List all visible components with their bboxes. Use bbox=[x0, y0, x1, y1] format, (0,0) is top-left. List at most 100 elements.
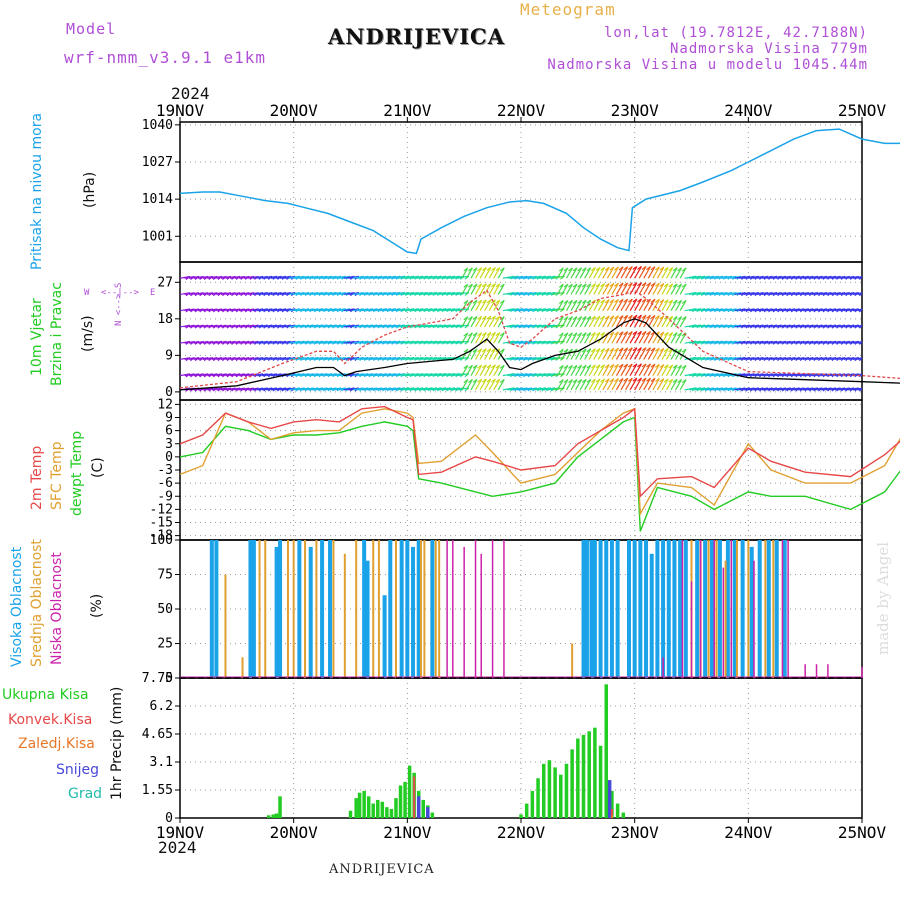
wind-barb bbox=[443, 373, 456, 377]
wind-barb bbox=[266, 292, 277, 296]
wind-barb-head bbox=[563, 283, 569, 288]
wind-barb-head bbox=[614, 378, 619, 383]
wind-barb-head bbox=[563, 348, 569, 353]
precip-total-bar bbox=[403, 781, 407, 818]
wind-barb-head bbox=[595, 266, 601, 271]
wind-barb bbox=[420, 291, 433, 296]
wind-barb-head bbox=[609, 331, 615, 336]
wind-barb bbox=[311, 340, 323, 344]
wind-barb bbox=[234, 357, 245, 361]
wind-barb bbox=[707, 373, 719, 377]
wind-barb bbox=[293, 324, 305, 328]
wind-barb bbox=[461, 267, 469, 279]
wind-barb bbox=[488, 364, 496, 376]
legend-snow: Snijeg bbox=[56, 762, 100, 778]
cloud-high-bar bbox=[320, 540, 325, 678]
wind-barb bbox=[425, 373, 437, 377]
wind-barb bbox=[665, 332, 674, 344]
wind-barb bbox=[602, 266, 610, 279]
wind-barb-head bbox=[572, 316, 578, 321]
wind-barb bbox=[470, 283, 478, 295]
wind-barb bbox=[393, 308, 405, 312]
wind-barb-head bbox=[646, 331, 651, 336]
cloud-high-bar bbox=[581, 540, 586, 678]
wind-barb bbox=[843, 387, 855, 391]
wind-barb bbox=[207, 324, 218, 328]
wind-barb bbox=[534, 324, 547, 328]
precip-conv-bar bbox=[413, 776, 416, 818]
wind-barb bbox=[225, 357, 236, 361]
wind-barb bbox=[225, 308, 236, 312]
wind-barb bbox=[839, 324, 850, 328]
wind-barb bbox=[398, 340, 410, 344]
wind-barb bbox=[716, 291, 728, 296]
wind-barb bbox=[270, 292, 282, 296]
wind-barb bbox=[606, 283, 615, 295]
wind-barb bbox=[289, 324, 300, 328]
wind-barb bbox=[638, 347, 647, 360]
wind-barb bbox=[357, 387, 369, 391]
pressure-series-line bbox=[179, 128, 900, 255]
wind-barb-head bbox=[586, 332, 592, 337]
cloud-mid-bar bbox=[707, 540, 710, 678]
wind-barb bbox=[180, 308, 191, 312]
wind-barb bbox=[434, 291, 447, 296]
wind-barb bbox=[757, 275, 769, 279]
wind-barb-head bbox=[663, 299, 669, 304]
wind-barb bbox=[597, 378, 606, 391]
wind-barb bbox=[316, 291, 328, 296]
y-tick-label: 0 bbox=[165, 450, 173, 465]
wind-barb bbox=[234, 324, 245, 328]
wind-barb bbox=[216, 373, 227, 377]
wind-barb bbox=[429, 356, 442, 361]
wind-barb bbox=[843, 356, 855, 361]
wind-barb bbox=[807, 387, 818, 391]
wind-barb bbox=[429, 373, 442, 377]
wind-barb-head bbox=[468, 267, 473, 272]
wind-barb-head bbox=[668, 378, 674, 383]
wind-barb bbox=[539, 373, 551, 377]
wind-barb-head bbox=[477, 283, 482, 288]
wind-barb bbox=[775, 308, 787, 312]
wind-barb bbox=[329, 291, 342, 296]
wind-barb bbox=[348, 340, 360, 344]
wind-barb bbox=[789, 340, 800, 344]
wind-barb bbox=[461, 283, 469, 295]
wind-barb bbox=[320, 308, 333, 312]
wind-barb bbox=[588, 315, 596, 328]
wind-barb bbox=[389, 275, 401, 279]
wind-barb bbox=[361, 387, 373, 391]
wind-barb bbox=[465, 316, 473, 328]
wind-barb bbox=[811, 308, 823, 312]
wind-barb bbox=[502, 373, 515, 377]
wind-barb-head bbox=[572, 299, 578, 304]
wind-barb bbox=[398, 387, 410, 391]
wind-barb bbox=[670, 332, 678, 344]
wind-barb-head bbox=[491, 266, 496, 271]
wind-barb-head bbox=[632, 330, 638, 335]
wind-barb bbox=[579, 267, 587, 279]
wind-barb-head bbox=[627, 282, 633, 287]
wind-barb bbox=[270, 275, 282, 279]
cloud-mid-bar bbox=[724, 560, 727, 678]
wind-barb bbox=[852, 324, 862, 328]
precip-total-bar bbox=[536, 778, 540, 818]
wind-barb bbox=[343, 356, 355, 361]
wind-barb-head bbox=[468, 283, 473, 288]
wind-barb bbox=[479, 332, 487, 344]
wind-barb bbox=[525, 387, 537, 391]
wind-barb bbox=[284, 387, 296, 391]
wind-barb bbox=[180, 324, 191, 328]
wind-barb-head bbox=[568, 348, 573, 353]
wind-barb bbox=[448, 291, 460, 296]
wind-barb bbox=[743, 292, 755, 296]
wind-barb bbox=[507, 387, 519, 391]
wind-barb bbox=[689, 308, 701, 312]
wind-barb bbox=[634, 363, 642, 376]
wind-barb-head bbox=[618, 266, 624, 271]
wind-barb bbox=[606, 266, 615, 279]
wind-barb bbox=[479, 315, 487, 328]
wind-barb bbox=[275, 387, 287, 391]
wind-barb-head bbox=[864, 341, 868, 344]
cloud-high-bar bbox=[209, 540, 214, 678]
